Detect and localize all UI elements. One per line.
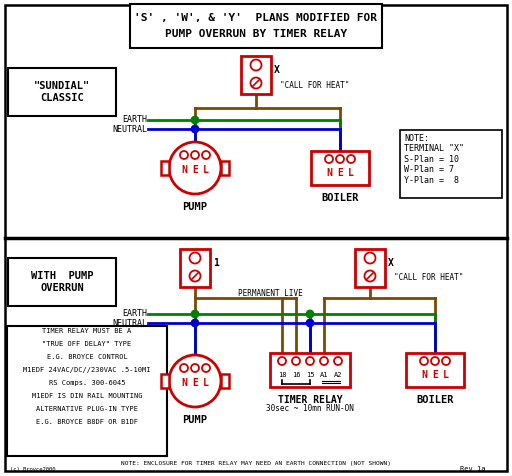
Circle shape xyxy=(250,78,262,89)
Circle shape xyxy=(180,364,188,372)
Bar xyxy=(8,258,116,306)
Circle shape xyxy=(169,355,221,407)
Circle shape xyxy=(347,155,355,163)
Text: EARTH: EARTH xyxy=(122,116,147,125)
Text: N: N xyxy=(181,378,187,388)
Text: PERMANENT LIVE: PERMANENT LIVE xyxy=(238,289,303,298)
Bar xyxy=(8,68,116,116)
Circle shape xyxy=(191,310,199,317)
Circle shape xyxy=(336,155,344,163)
Text: L: L xyxy=(203,165,209,175)
Circle shape xyxy=(191,364,199,372)
Circle shape xyxy=(320,357,328,365)
Text: 30sec ~ 10mn RUN-ON: 30sec ~ 10mn RUN-ON xyxy=(266,404,354,413)
Circle shape xyxy=(191,151,199,159)
Text: N: N xyxy=(181,165,187,175)
Text: "CALL FOR HEAT": "CALL FOR HEAT" xyxy=(394,274,463,282)
Text: E.G. BROYCE B8DF OR B1DF: E.G. BROYCE B8DF OR B1DF xyxy=(36,419,138,425)
Text: Rev 1a: Rev 1a xyxy=(460,466,485,472)
Circle shape xyxy=(420,357,428,365)
Circle shape xyxy=(191,319,199,327)
Text: X: X xyxy=(388,258,394,268)
Bar xyxy=(221,161,229,175)
Text: E: E xyxy=(192,165,198,175)
Circle shape xyxy=(307,310,313,317)
Text: L: L xyxy=(348,168,354,178)
Circle shape xyxy=(180,151,188,159)
Bar xyxy=(400,130,502,198)
Circle shape xyxy=(191,117,199,123)
Text: (c) Broyce2000: (c) Broyce2000 xyxy=(10,466,55,472)
Circle shape xyxy=(189,252,201,264)
Circle shape xyxy=(169,142,221,194)
Bar xyxy=(5,5,507,238)
Text: TIMER RELAY: TIMER RELAY xyxy=(278,395,343,405)
Text: "CALL FOR HEAT": "CALL FOR HEAT" xyxy=(280,80,349,89)
Circle shape xyxy=(431,357,439,365)
Bar xyxy=(270,353,350,387)
Text: BOILER: BOILER xyxy=(321,193,359,203)
Text: TIMER RELAY MUST BE A: TIMER RELAY MUST BE A xyxy=(42,328,132,334)
Text: X: X xyxy=(274,65,280,75)
Text: WITH  PUMP
OVERRUN: WITH PUMP OVERRUN xyxy=(31,271,93,293)
Text: 16: 16 xyxy=(292,372,300,378)
Circle shape xyxy=(306,357,314,365)
Text: A2: A2 xyxy=(334,372,342,378)
Bar xyxy=(311,151,369,185)
Text: 1: 1 xyxy=(213,258,219,268)
Circle shape xyxy=(278,357,286,365)
Text: E: E xyxy=(432,370,438,380)
Circle shape xyxy=(250,60,262,70)
Text: M1EDF IS DIN RAIL MOUNTING: M1EDF IS DIN RAIL MOUNTING xyxy=(32,393,142,399)
Circle shape xyxy=(202,364,210,372)
Text: "SUNDIAL"
CLASSIC: "SUNDIAL" CLASSIC xyxy=(34,81,90,103)
Bar xyxy=(406,353,464,387)
Circle shape xyxy=(442,357,450,365)
Text: 'S' , 'W', & 'Y'  PLANS MODIFIED FOR: 'S' , 'W', & 'Y' PLANS MODIFIED FOR xyxy=(135,13,377,23)
Circle shape xyxy=(292,357,300,365)
Text: NOTE: ENCLOSURE FOR TIMER RELAY MAY NEED AN EARTH CONNECTION (NOT SHOWN): NOTE: ENCLOSURE FOR TIMER RELAY MAY NEED… xyxy=(121,460,391,466)
Bar xyxy=(5,238,507,471)
Circle shape xyxy=(325,155,333,163)
Text: ALTERNATIVE PLUG-IN TYPE: ALTERNATIVE PLUG-IN TYPE xyxy=(36,406,138,412)
Text: N: N xyxy=(421,370,427,380)
Bar xyxy=(241,56,271,94)
Text: 18: 18 xyxy=(278,372,286,378)
Bar xyxy=(161,161,169,175)
Text: PUMP: PUMP xyxy=(182,202,207,212)
Text: EARTH: EARTH xyxy=(122,309,147,318)
Text: A1: A1 xyxy=(320,372,328,378)
Bar xyxy=(7,326,167,456)
Text: L: L xyxy=(443,370,449,380)
Text: NOTE:
TERMINAL "X"
S-Plan = 10
W-Plan = 7
Y-Plan =  8: NOTE: TERMINAL "X" S-Plan = 10 W-Plan = … xyxy=(404,134,464,185)
Text: NEUTRAL: NEUTRAL xyxy=(112,125,147,133)
Circle shape xyxy=(334,357,342,365)
Text: PUMP: PUMP xyxy=(182,415,207,425)
Bar xyxy=(221,374,229,388)
Text: BOILER: BOILER xyxy=(416,395,454,405)
Bar xyxy=(180,249,210,287)
Circle shape xyxy=(365,252,375,264)
Circle shape xyxy=(202,151,210,159)
Circle shape xyxy=(189,270,201,281)
Text: L: L xyxy=(203,378,209,388)
Text: M1EDF 24VAC/DC//230VAC .5-10MI: M1EDF 24VAC/DC//230VAC .5-10MI xyxy=(23,367,151,373)
Text: E: E xyxy=(192,378,198,388)
Text: NEUTRAL: NEUTRAL xyxy=(112,318,147,327)
Text: PUMP OVERRUN BY TIMER RELAY: PUMP OVERRUN BY TIMER RELAY xyxy=(165,29,347,39)
Bar xyxy=(161,374,169,388)
Circle shape xyxy=(307,319,313,327)
Text: "TRUE OFF DELAY" TYPE: "TRUE OFF DELAY" TYPE xyxy=(42,341,132,347)
Bar xyxy=(355,249,385,287)
Text: E: E xyxy=(337,168,343,178)
Text: N: N xyxy=(326,168,332,178)
Circle shape xyxy=(365,270,375,281)
Text: E.G. BROYCE CONTROL: E.G. BROYCE CONTROL xyxy=(47,354,127,360)
Text: RS Comps. 300-6045: RS Comps. 300-6045 xyxy=(49,380,125,386)
Circle shape xyxy=(191,126,199,132)
Text: 15: 15 xyxy=(306,372,314,378)
Bar xyxy=(130,4,382,48)
